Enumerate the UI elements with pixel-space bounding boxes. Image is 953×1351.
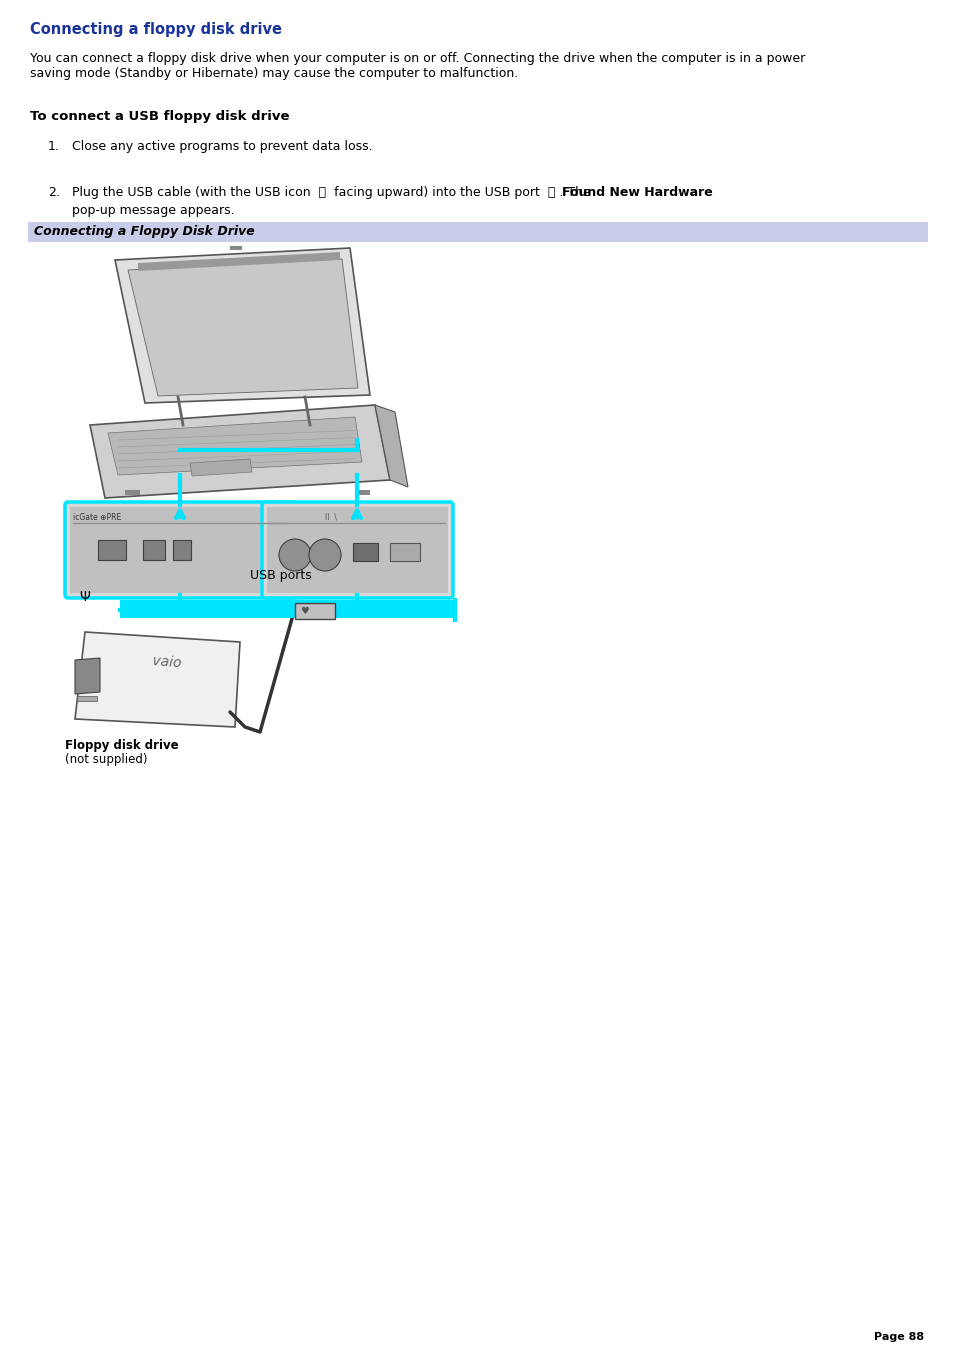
Polygon shape [108,417,361,476]
Text: Close any active programs to prevent data loss.: Close any active programs to prevent dat… [71,141,373,153]
Text: Floppy disk drive: Floppy disk drive [65,739,178,753]
Bar [77,696,97,701]
Bar [125,490,140,494]
Circle shape [278,539,311,571]
Text: To connect a USB floppy disk drive: To connect a USB floppy disk drive [30,109,289,123]
Text: pop-up message appears.: pop-up message appears. [71,204,234,218]
Text: ♥: ♥ [300,607,309,616]
Text: Ψ: Ψ [79,590,91,604]
Text: Found New Hardware: Found New Hardware [561,186,712,199]
Bar [120,600,455,617]
Bar [98,540,126,561]
Circle shape [309,539,340,571]
Polygon shape [90,405,390,499]
Polygon shape [375,405,408,486]
Text: icGate ⊕PRE: icGate ⊕PRE [73,513,121,521]
Bar [355,490,370,494]
Text: vaio: vaio [152,654,182,670]
Bar [390,543,419,561]
FancyBboxPatch shape [65,503,295,598]
Bar [267,507,448,593]
Text: Plug the USB cable (with the USB icon  ⫾  facing upward) into the USB port  ⫾ . : Plug the USB cable (with the USB icon ⫾ … [71,186,594,199]
Bar [353,543,377,561]
Polygon shape [115,249,370,403]
Polygon shape [128,259,357,396]
FancyBboxPatch shape [262,503,453,598]
Text: (not supplied): (not supplied) [65,753,148,766]
Text: II  \: II \ [325,513,336,521]
Polygon shape [138,253,339,272]
Text: Connecting a floppy disk drive: Connecting a floppy disk drive [30,22,282,36]
Polygon shape [75,632,240,727]
Text: saving mode (Standby or Hibernate) may cause the computer to malfunction.: saving mode (Standby or Hibernate) may c… [30,68,517,80]
Text: Connecting a Floppy Disk Drive: Connecting a Floppy Disk Drive [34,226,254,239]
Bar [294,603,335,619]
Text: 2.: 2. [48,186,60,199]
Polygon shape [75,658,100,694]
Bar [143,540,165,561]
Text: 1.: 1. [48,141,60,153]
Bar [172,540,191,561]
Text: USB ports: USB ports [250,569,312,582]
Text: Page 88: Page 88 [873,1332,923,1342]
Polygon shape [190,459,252,476]
Text: You can connect a floppy disk drive when your computer is on or off. Connecting : You can connect a floppy disk drive when… [30,51,804,65]
Bar [28,222,927,242]
Bar [70,507,291,593]
